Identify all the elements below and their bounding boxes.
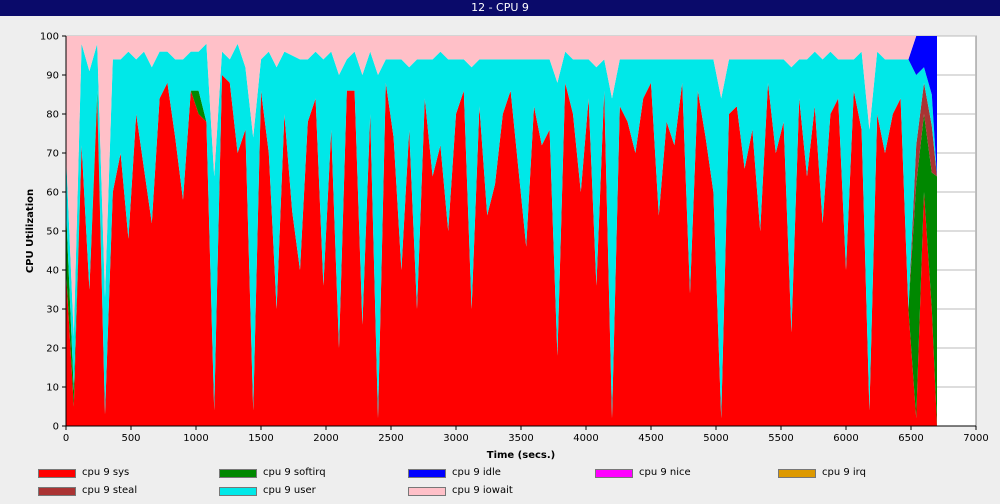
area-user <box>66 43 937 419</box>
x-tick-label: 500 <box>121 433 140 444</box>
legend-label-steal: cpu 9 steal <box>82 485 138 496</box>
series-areas <box>66 36 937 426</box>
legend-item-sys: cpu 9 sys <box>38 466 129 480</box>
y-tick-label: 70 <box>46 149 59 160</box>
x-tick-label: 2000 <box>313 433 338 444</box>
y-tick-label: 100 <box>40 32 59 43</box>
legend-label-user: cpu 9 user <box>263 485 316 496</box>
legend-label-iowait: cpu 9 iowait <box>452 485 513 496</box>
y-tick-label: 30 <box>46 305 59 316</box>
chart-legend: cpu 9 sys cpu 9 softirq cpu 9 idle cpu 9… <box>0 462 1000 502</box>
x-tick-label: 3000 <box>443 433 468 444</box>
legend-item-steal: cpu 9 steal <box>38 484 137 498</box>
x-tick-label: 4000 <box>573 433 598 444</box>
legend-item-nice: cpu 9 nice <box>595 466 691 480</box>
x-tick-label: 2500 <box>378 433 403 444</box>
window-title: 12 - CPU 9 <box>471 1 529 14</box>
legend-swatch-iowait <box>408 486 446 496</box>
legend-label-softirq: cpu 9 softirq <box>263 467 326 478</box>
y-tick-label: 80 <box>46 110 59 121</box>
x-tick-label: 4500 <box>638 433 663 444</box>
legend-swatch-irq <box>778 468 816 478</box>
x-tick-label: 5000 <box>703 433 728 444</box>
legend-item-idle: cpu 9 idle <box>408 466 501 480</box>
x-tick-label: 6000 <box>833 433 858 444</box>
cpu-utilization-chart: 0 500 1000 1500 2000 2500 3000 3500 4000 4500 5000… <box>0 16 1000 462</box>
legend-swatch-user <box>219 486 257 496</box>
legend-swatch-steal <box>38 486 76 496</box>
legend-swatch-softirq <box>219 468 257 478</box>
legend-swatch-sys <box>38 468 76 478</box>
y-tick-label: 90 <box>46 71 59 82</box>
y-tick-label: 20 <box>46 344 59 355</box>
legend-label-irq: cpu 9 irq <box>822 467 866 478</box>
y-tick-label: 40 <box>46 266 59 277</box>
legend-swatch-nice <box>595 468 633 478</box>
y-tick-label: 10 <box>46 383 59 394</box>
legend-item-user: cpu 9 user <box>219 484 316 498</box>
window-title-bar: 12 - CPU 9 <box>0 0 1000 16</box>
x-tick-label: 6500 <box>898 433 923 444</box>
legend-label-idle: cpu 9 idle <box>452 467 501 478</box>
x-tick-label: 7000 <box>963 433 988 444</box>
x-tick-label: 3500 <box>508 433 533 444</box>
legend-label-sys: cpu 9 sys <box>82 467 130 478</box>
y-axis-title: CPU Utilization <box>25 189 36 273</box>
legend-item-iowait: cpu 9 iowait <box>408 484 513 498</box>
y-tick-label: 0 <box>53 422 59 433</box>
y-tick-label: 60 <box>46 188 59 199</box>
x-axis-title: Time (secs.) <box>487 450 556 461</box>
x-tick-label: 1500 <box>248 433 273 444</box>
legend-swatch-idle <box>408 468 446 478</box>
x-tick-label: 0 <box>63 433 69 444</box>
y-tick-label: 50 <box>46 227 59 238</box>
x-tick-label: 5500 <box>768 433 793 444</box>
axes: 0 500 1000 1500 2000 2500 3000 3500 4000 4500 5000… <box>40 32 989 445</box>
legend-item-irq: cpu 9 irq <box>778 466 866 480</box>
legend-item-softirq: cpu 9 softirq <box>219 466 326 480</box>
area-sys <box>66 75 937 426</box>
legend-label-nice: cpu 9 nice <box>639 467 691 478</box>
x-tick-label: 1000 <box>183 433 208 444</box>
